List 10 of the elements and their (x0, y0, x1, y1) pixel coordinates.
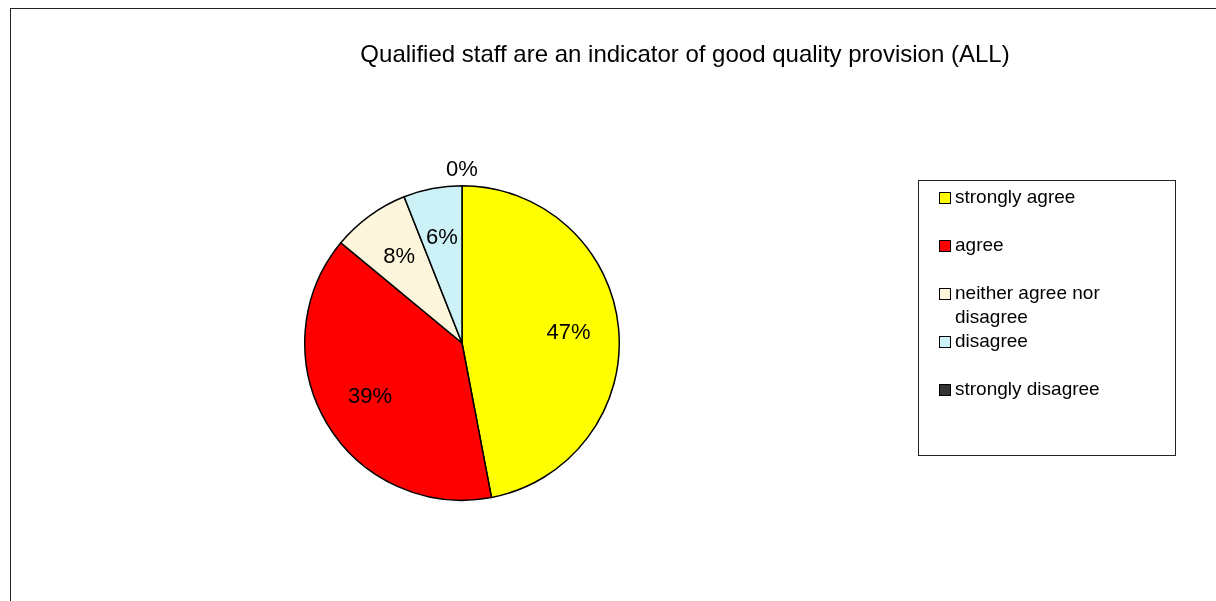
legend-label: disagree (955, 329, 1028, 353)
data-label: 6% (426, 224, 458, 250)
data-label: 39% (347, 383, 392, 409)
legend-label: strongly disagree (955, 377, 1100, 401)
text: 0% (446, 155, 478, 181)
data-label: 8% (383, 242, 416, 268)
data-label: 47% (546, 319, 591, 344)
legend-label: agree (955, 233, 1004, 257)
chart-title: Qualified staff are an indicator of good quality provision (ALL) (359, 40, 1011, 68)
legend-label: strongly agree (955, 185, 1076, 209)
